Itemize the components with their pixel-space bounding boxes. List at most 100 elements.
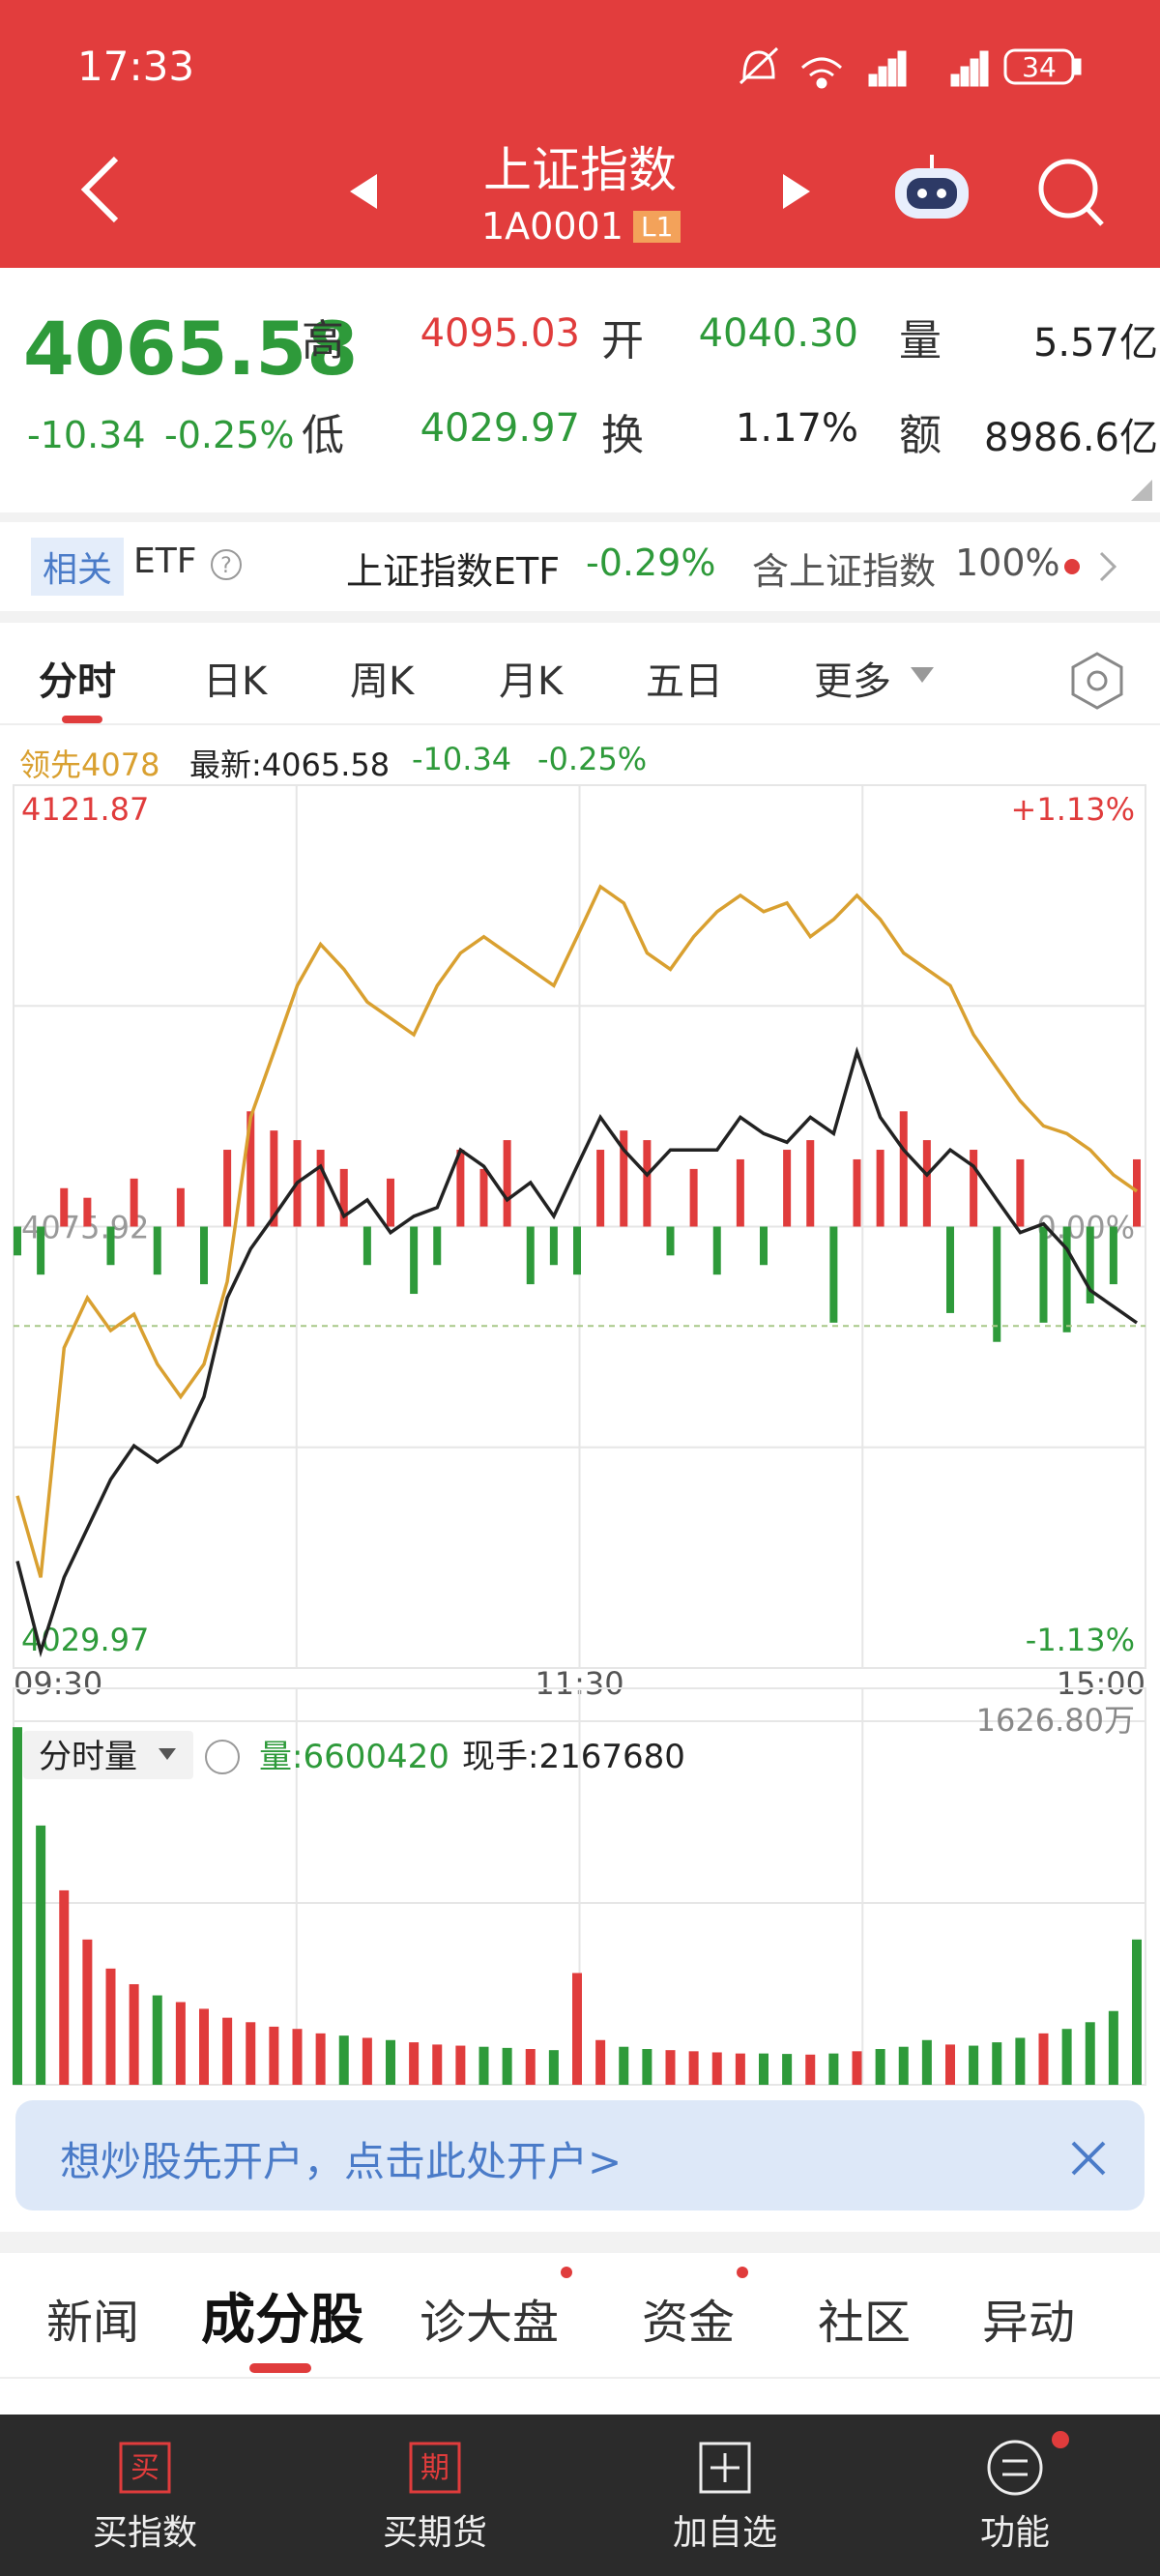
volume-bar <box>105 1968 116 2085</box>
latest-info: 最新:4065.58 <box>189 746 391 783</box>
y2-tick-label: -1.13% <box>1026 1622 1135 1658</box>
price-line <box>15 1046 1139 1658</box>
imbalance-bar <box>853 1158 861 1227</box>
dropdown-arrow <box>159 1748 176 1760</box>
robot-icon[interactable] <box>895 155 969 219</box>
imbalance-bar <box>246 1111 255 1227</box>
nav-icons: 买 期 <box>119 2431 1069 2496</box>
y2-tick-label: 0.00% <box>1036 1210 1135 1246</box>
banner-text[interactable]: 想炒股先开户，点击此处开户> <box>60 2138 623 2185</box>
price-line <box>15 884 1139 1578</box>
imbalance-bar <box>946 1226 954 1313</box>
volume-bar <box>292 2029 303 2085</box>
header-bg <box>0 0 1160 268</box>
imbalance-bar <box>362 1226 371 1266</box>
battery-level: 34 <box>1022 51 1057 83</box>
price: 4065.58 <box>23 306 359 392</box>
info-change-pct: -0.25% <box>537 741 648 777</box>
field-value: 1.17% <box>735 406 858 451</box>
field-label: 高 <box>302 316 344 366</box>
field-value: 4095.03 <box>420 311 580 356</box>
chart-tab[interactable]: 周K <box>350 659 415 704</box>
imbalance-bar <box>596 1150 605 1227</box>
imbalance-bar <box>829 1226 838 1323</box>
volume-bar <box>175 2002 186 2085</box>
bottom-nav <box>0 2415 1160 2576</box>
volume-bar <box>13 1727 22 2085</box>
volume-bar <box>548 2050 559 2085</box>
imbalance-bar <box>993 1226 1001 1342</box>
volume-bar <box>875 2049 885 2085</box>
x-tick-label: 09:30 <box>14 1665 102 1702</box>
corner-mark <box>1131 480 1152 501</box>
news-tab[interactable]: 新闻 <box>46 2296 140 2350</box>
field-label: 低 <box>302 411 344 460</box>
field-label: 额 <box>899 411 942 460</box>
field-label: 换 <box>601 411 644 460</box>
level-badge: L1 <box>633 211 682 243</box>
volume-bar <box>595 2039 606 2085</box>
imbalance-bar <box>970 1150 978 1227</box>
volume-bar <box>759 2053 768 2085</box>
volume-bar <box>338 2035 349 2085</box>
chart-tab[interactable]: 月K <box>499 659 564 704</box>
field-value: 8986.6亿 <box>984 416 1158 460</box>
info-change: -10.34 <box>412 741 512 777</box>
news-tab[interactable]: 异动 <box>982 2296 1076 2350</box>
volume-bar <box>735 2053 745 2085</box>
header-icons <box>80 155 1104 226</box>
next-button[interactable] <box>783 174 810 209</box>
nav-item[interactable]: 买指数 <box>92 2513 197 2553</box>
field-value: 4040.30 <box>698 311 858 356</box>
imbalance-bar <box>666 1226 675 1256</box>
imbalance-bar <box>1039 1226 1048 1323</box>
code: 1A0001 <box>481 205 624 248</box>
field-label: 开 <box>601 316 644 366</box>
chart-tab[interactable]: 更多 <box>814 659 891 704</box>
volume-bar <box>1038 2033 1049 2085</box>
field-value: 5.57亿 <box>1032 321 1158 366</box>
imbalance-bar <box>549 1226 558 1266</box>
news-tab[interactable]: 社区 <box>818 2296 912 2350</box>
volume-bar <box>782 2054 793 2085</box>
nav-item[interactable]: 功能 <box>979 2513 1050 2553</box>
prev-button[interactable] <box>350 174 377 209</box>
tab-decor <box>62 652 1123 723</box>
imbalance-bar <box>410 1226 419 1295</box>
volume-title: 分时量 <box>39 1738 137 1776</box>
holding-label: 含上证指数 <box>752 550 937 593</box>
back-button[interactable] <box>80 156 119 223</box>
volume-bar <box>455 2045 466 2085</box>
chart-tab[interactable]: 日K <box>203 659 268 704</box>
news-tab[interactable]: 资金 <box>642 2296 736 2350</box>
volume-bar <box>619 2046 629 2085</box>
nav-item[interactable]: 买期货 <box>382 2513 487 2553</box>
imbalance-bar <box>876 1150 884 1227</box>
help-icon[interactable]: ? <box>209 547 244 582</box>
fund-change: -0.29% <box>586 542 716 584</box>
imbalance-bar <box>130 1178 138 1227</box>
news-tab[interactable]: 成分股 <box>201 2289 363 2352</box>
news-tab[interactable]: 诊大盘 <box>420 2296 560 2350</box>
banner[interactable] <box>15 2100 1145 2210</box>
imbalance-bar <box>1086 1226 1094 1303</box>
imbalance-bar <box>339 1168 348 1227</box>
settings-icon[interactable] <box>1071 652 1123 710</box>
imbalance-bar <box>899 1111 908 1227</box>
imbalance-bar <box>387 1178 394 1227</box>
search-icon[interactable] <box>1038 159 1104 226</box>
volume-bar <box>665 2050 676 2085</box>
y-tick-label: 1626.80万 <box>976 1702 1135 1739</box>
volume-bar <box>1015 2037 1026 2085</box>
more-arrow[interactable] <box>1058 547 1126 586</box>
volume-bar <box>386 2039 395 2085</box>
chart-tab[interactable]: 分时 <box>39 659 116 704</box>
volume-bar <box>409 2042 420 2085</box>
nav-item[interactable]: 加自选 <box>672 2513 777 2553</box>
change-pct: -0.25% <box>164 414 295 456</box>
chart-tab[interactable]: 五日 <box>646 659 723 704</box>
volume-bar <box>1108 2010 1118 2085</box>
imbalance-bar <box>270 1130 278 1227</box>
volume-bar <box>36 1825 46 2085</box>
banner-close[interactable] <box>1069 2139 1108 2178</box>
